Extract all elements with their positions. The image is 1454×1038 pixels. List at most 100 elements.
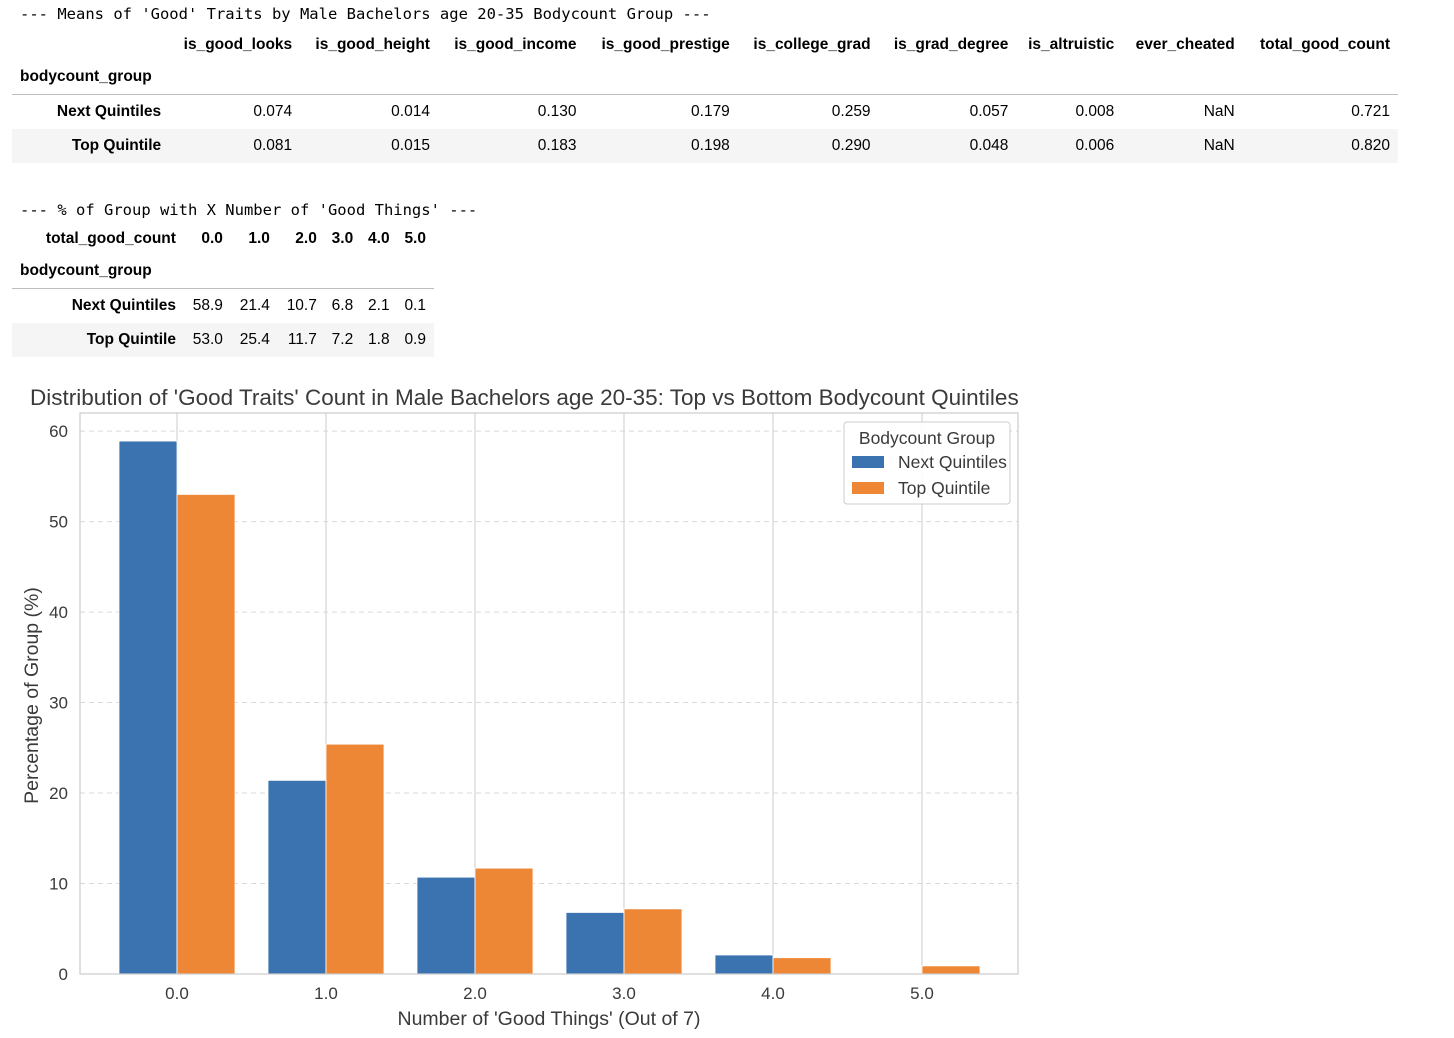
means-table-index-row-spacer xyxy=(737,60,879,95)
chart-title: Distribution of 'Good Traits' Count in M… xyxy=(30,385,1019,410)
row-label: Top Quintile xyxy=(12,323,184,357)
table-cell: 0.179 xyxy=(691,103,730,120)
means-table-column-5: is_grad_degree xyxy=(893,36,1009,53)
pct-table-index-name: bodycount_group xyxy=(12,254,184,289)
legend-title: Bodycount Group xyxy=(859,428,995,448)
means-table-index-row-spacer xyxy=(1122,60,1243,95)
table-cell: 0.074 xyxy=(253,103,293,120)
table-cell: 7.2 xyxy=(324,323,362,357)
means-table-column-1: is_good_height xyxy=(315,36,430,53)
bar-top-quintile-3 xyxy=(623,908,683,975)
table-cell: 0.014 xyxy=(391,103,430,120)
means-table-index-row-spacer xyxy=(878,60,1017,95)
means-table-column-7: ever_cheated xyxy=(1135,36,1235,53)
x-tick-label: 3.0 xyxy=(612,984,636,1003)
plot-background xyxy=(80,413,1018,974)
y-tick-label: 0 xyxy=(59,965,68,984)
means-table-column-8: total_good_count xyxy=(1259,36,1390,53)
table-cell: NaN xyxy=(1122,129,1243,163)
pct-table-column-4: 4.0 xyxy=(368,230,390,247)
table-cell: 0.198 xyxy=(584,129,738,163)
plot-frame xyxy=(79,412,1019,975)
table-cell: 6.8 xyxy=(331,297,354,314)
legend-box xyxy=(843,421,1011,505)
means-table-column-header-row: is_good_looks is_good_height is_good_incom… xyxy=(12,30,1398,60)
table-cell: 0.057 xyxy=(969,103,1009,120)
bar-next-quintiles-1 xyxy=(267,779,327,975)
bar-next-quintiles-2 xyxy=(416,876,476,975)
means-table-corner xyxy=(12,30,169,60)
table-cell: 25.4 xyxy=(230,323,278,357)
table-cell: 0.183 xyxy=(437,129,585,163)
table-cell: 2.1 xyxy=(368,297,390,314)
table-cell: 58.9 xyxy=(192,297,223,314)
legend-swatch-0 xyxy=(852,456,884,468)
y-tick-label: 10 xyxy=(49,875,68,894)
pct-table-index-name-row: bodycount_group xyxy=(12,254,434,289)
pct-table: total_good_count 0.0 1.0 2.0 3.0 4.0 5.0 body… xyxy=(12,224,434,357)
table-cell: 10.7 xyxy=(286,297,317,314)
means-table-column-2: is_good_income xyxy=(454,36,577,53)
x-tick-label: 4.0 xyxy=(761,984,785,1003)
table-cell: 0.721 xyxy=(1351,103,1390,120)
means-table-column-0: is_good_looks xyxy=(183,36,293,53)
table-cell: 0.9 xyxy=(397,323,434,357)
bar-next-quintiles-3 xyxy=(565,912,625,975)
means-table-index-row-spacer xyxy=(584,60,738,95)
means-table-index-row-spacer xyxy=(300,60,438,95)
table-cell: 11.7 xyxy=(277,323,325,357)
pct-table-index-row-spacer xyxy=(361,254,398,289)
means-table: is_good_looks is_good_height is_good_incom… xyxy=(12,30,1398,163)
y-tick-label: 40 xyxy=(49,603,68,622)
table-cell: 0.259 xyxy=(831,103,871,120)
means-table-column-6: is_altruistic xyxy=(1028,36,1115,53)
y-tick-label: 50 xyxy=(49,513,68,532)
legend-swatch-1 xyxy=(852,482,884,494)
table-row: Top Quintile 53.0 25.4 11.7 7.2 1.8 0.9 xyxy=(12,323,434,357)
bar-next-quintiles-4 xyxy=(714,954,774,975)
y-axis-ticks: 0 10 20 30 40 50 60 xyxy=(49,422,68,984)
means-table-column-4: is_college_grad xyxy=(753,36,871,53)
pct-table-column-3: 3.0 xyxy=(331,230,354,247)
pct-table-index-row-spacer xyxy=(277,254,325,289)
pct-table-column-header-row: total_good_count 0.0 1.0 2.0 3.0 4.0 5.0 xyxy=(12,224,434,254)
means-table-header: --- Means of 'Good' Traits by Male Bache… xyxy=(20,5,711,23)
table-cell: NaN xyxy=(1203,103,1235,120)
pct-table-columns-name: total_good_count xyxy=(45,230,176,247)
x-axis-label: Number of 'Good Things' (Out of 7) xyxy=(398,1008,701,1030)
pct-table-column-1: 1.0 xyxy=(248,230,270,247)
row-label: Next Quintiles xyxy=(71,297,176,314)
means-table-column-3: is_good_prestige xyxy=(601,36,730,53)
table-cell: 0.130 xyxy=(537,103,577,120)
table-cell: 0.081 xyxy=(169,129,301,163)
x-tick-label: 5.0 xyxy=(910,984,934,1003)
means-table-index-row-spacer xyxy=(1016,60,1123,95)
y-tick-label: 60 xyxy=(49,422,68,441)
table-cell: 0.008 xyxy=(1075,103,1115,120)
pct-table-index-row-spacer xyxy=(324,254,362,289)
bar-top-quintile-4 xyxy=(772,957,832,975)
row-label: Top Quintile xyxy=(12,129,170,163)
pct-table-index-row-spacer xyxy=(397,254,434,289)
means-table-index-row-spacer xyxy=(1242,60,1398,95)
pct-table-index-row-spacer xyxy=(183,254,231,289)
table-cell: 0.015 xyxy=(300,129,438,163)
table-cell: 0.820 xyxy=(1242,129,1398,163)
chart-grid xyxy=(80,413,1018,975)
row-label: Next Quintiles xyxy=(56,103,162,120)
legend-label-1: Top Quintile xyxy=(898,478,990,498)
pct-table-column-5: 5.0 xyxy=(404,230,426,247)
table-cell: 53.0 xyxy=(183,323,231,357)
pct-table-header: --- % of Group with X Number of 'Good Th… xyxy=(20,201,478,219)
table-cell: 21.4 xyxy=(239,297,270,314)
table-row: Top Quintile 0.081 0.015 0.183 0.198 0.290 0.0… xyxy=(12,129,1398,163)
means-table-index-row-spacer xyxy=(437,60,585,95)
y-tick-label: 20 xyxy=(49,784,68,803)
table-cell: 0.048 xyxy=(878,129,1017,163)
x-tick-label: 0.0 xyxy=(165,984,189,1003)
table-cell: 0.006 xyxy=(1016,129,1123,163)
y-tick-label: 30 xyxy=(49,694,68,713)
table-cell: 0.1 xyxy=(404,297,426,314)
bar-next-quintiles-0 xyxy=(118,440,178,975)
table-cell: 1.8 xyxy=(361,323,398,357)
